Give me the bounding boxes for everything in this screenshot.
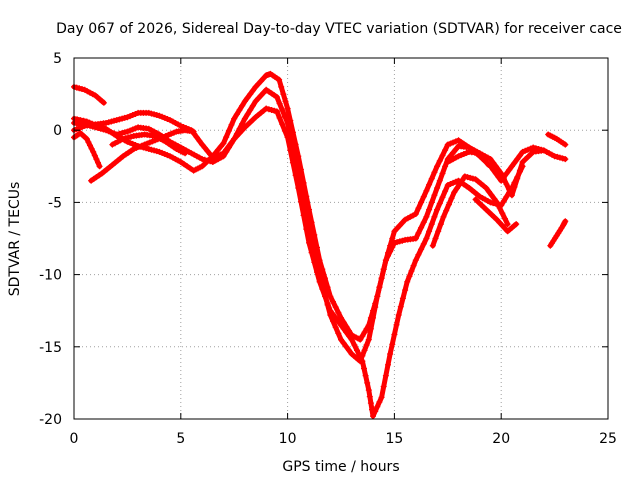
series-markers (545, 131, 569, 148)
series-trace-4 (71, 105, 526, 420)
y-tick-label: 0 (53, 123, 62, 139)
series-trace-9 (444, 148, 492, 168)
x-tick-label: 10 (279, 431, 297, 447)
series-markers (547, 218, 569, 249)
y-tick-label: -15 (39, 340, 62, 356)
series-trace-5 (71, 130, 103, 170)
x-tick-label: 15 (385, 431, 403, 447)
series-markers (472, 196, 520, 235)
data-series (71, 70, 569, 420)
chart-title: Day 067 of 2026, Sidereal Day-to-day VTE… (56, 21, 622, 37)
plot-frame (73, 57, 609, 420)
axis-ticks: 0 5 10 15 20 25 -20 -15 -10 -5 0 5 (39, 51, 617, 447)
series-trace-7 (109, 131, 189, 157)
y-tick-label: -10 (39, 268, 62, 284)
y-tick-label: -5 (48, 195, 62, 211)
x-tick-label: 0 (70, 431, 79, 447)
series-markers (444, 148, 492, 168)
y-tick-label: 5 (53, 51, 62, 67)
series-trace-8 (429, 173, 511, 249)
x-axis-label: GPS time / hours (282, 459, 399, 475)
x-tick-label: 5 (176, 431, 185, 447)
series-markers (109, 131, 189, 157)
series-trace-12 (547, 218, 569, 249)
series-trace-6 (88, 127, 197, 184)
y-tick-label: -20 (39, 412, 62, 428)
series-markers (88, 127, 197, 184)
x-tick-label: 25 (599, 431, 617, 447)
series-trace-11 (545, 131, 569, 148)
y-axis-label: SDTVAR / TECUs (7, 182, 23, 297)
series-markers (429, 173, 511, 249)
x-tick-label: 20 (492, 431, 510, 447)
series-trace-10 (472, 196, 520, 235)
